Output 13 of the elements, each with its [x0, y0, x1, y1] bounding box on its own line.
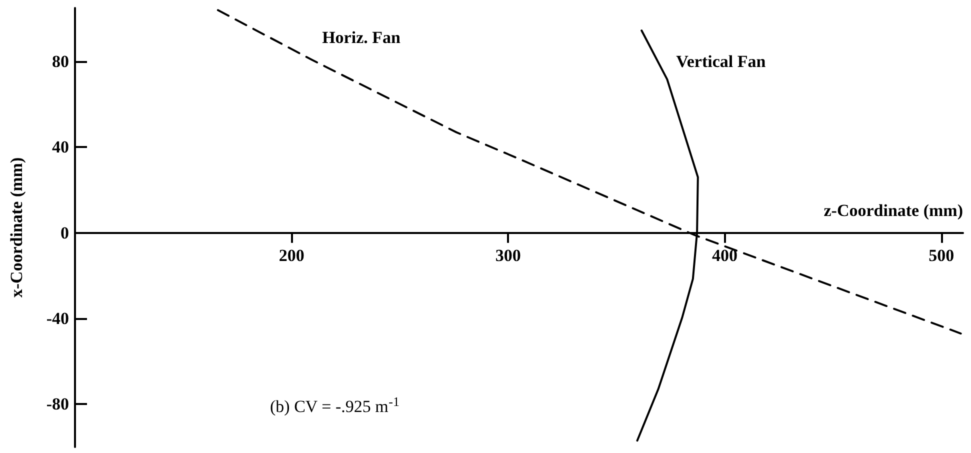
- x-tick-label: 200: [278, 246, 304, 265]
- y-tick-label: 80: [52, 52, 69, 72]
- y-axis-title: x-Coordinate (mm): [7, 157, 26, 298]
- x-tick-label: 400: [712, 246, 738, 265]
- y-tick-label: 40: [52, 138, 69, 157]
- y-tick-label: -40: [46, 309, 69, 328]
- series-label: Horiz. Fan: [322, 28, 401, 47]
- x-tick-label: 500: [928, 246, 954, 265]
- x-axis-title: z-Coordinate (mm): [824, 200, 963, 220]
- y-tick-label: 0: [60, 223, 69, 242]
- x-tick-label: 300: [495, 246, 521, 265]
- series-label: Vertical Fan: [676, 52, 766, 71]
- y-tick-label: -80: [46, 394, 69, 414]
